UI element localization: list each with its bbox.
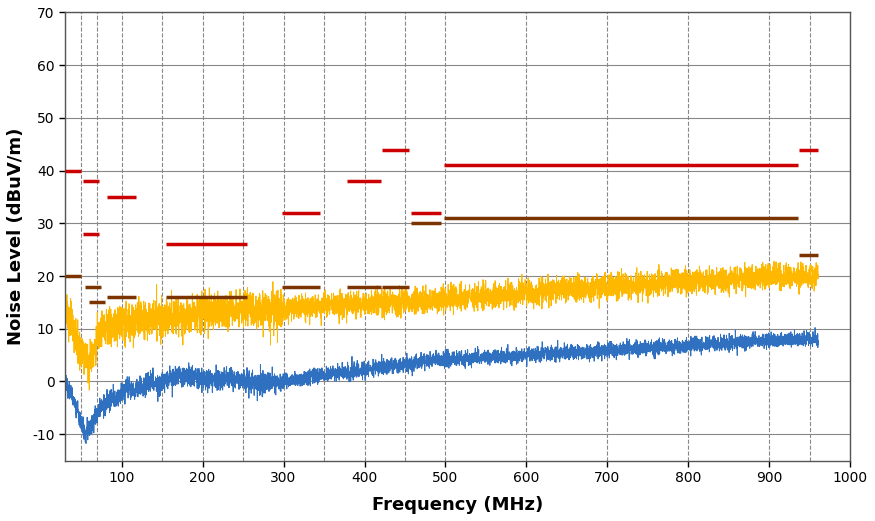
X-axis label: Frequency (MHz): Frequency (MHz) <box>372 496 543 514</box>
Y-axis label: Noise Level (dBuV/m): Noise Level (dBuV/m) <box>7 128 25 345</box>
